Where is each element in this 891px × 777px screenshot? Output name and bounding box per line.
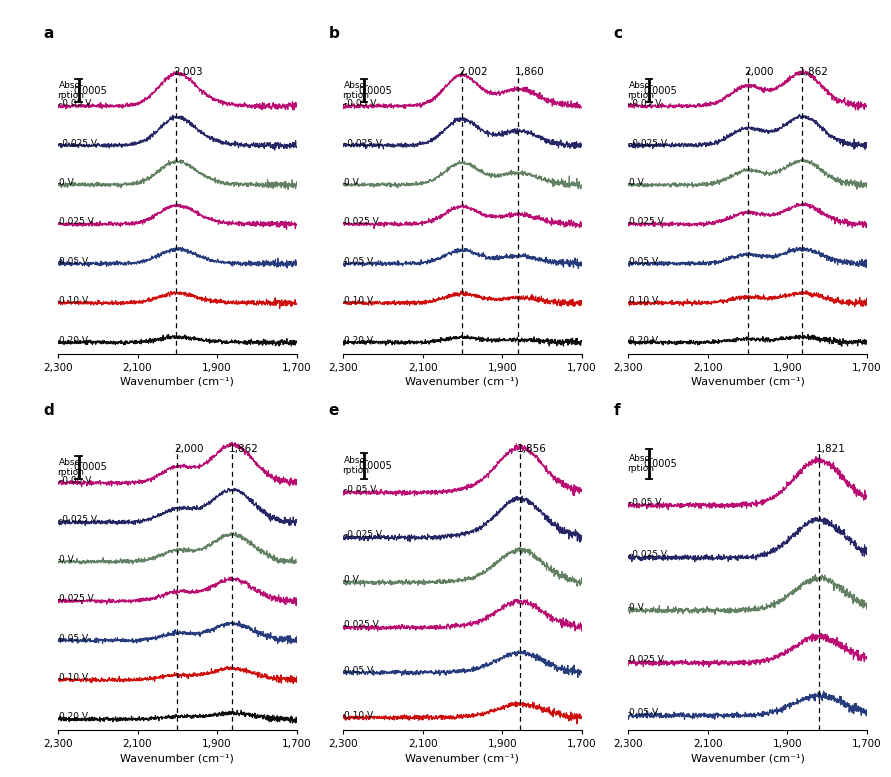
Text: a: a xyxy=(44,26,54,41)
Text: 2,002: 2,002 xyxy=(459,67,488,77)
Text: f: f xyxy=(614,403,620,418)
Text: 0.05 V: 0.05 V xyxy=(59,257,88,266)
Text: 0.10 V: 0.10 V xyxy=(59,296,88,305)
Text: 0.10 V: 0.10 V xyxy=(344,296,373,305)
Text: Abso-
rption: Abso- rption xyxy=(342,456,369,476)
Text: -0.025 V: -0.025 V xyxy=(344,138,382,148)
Text: 0.0005: 0.0005 xyxy=(643,458,677,469)
Text: 1,856: 1,856 xyxy=(517,444,546,454)
Text: 0.0005: 0.0005 xyxy=(643,85,677,96)
Text: 1,821: 1,821 xyxy=(815,444,846,454)
Text: 2,000: 2,000 xyxy=(744,67,774,77)
Text: e: e xyxy=(329,403,339,418)
Text: Abso-
rption: Abso- rption xyxy=(57,81,84,100)
Text: -0.025 V: -0.025 V xyxy=(59,515,97,524)
Text: -0.05 V: -0.05 V xyxy=(59,476,91,485)
Text: 0.10 V: 0.10 V xyxy=(344,710,373,720)
Text: -0.025 V: -0.025 V xyxy=(629,138,667,148)
Text: 0 V: 0 V xyxy=(59,555,73,564)
Text: Abso-
rption: Abso- rption xyxy=(627,455,654,473)
Text: 0.0005: 0.0005 xyxy=(358,461,392,471)
Text: 0 V: 0 V xyxy=(59,178,73,187)
X-axis label: Wavenumber (cm⁻¹): Wavenumber (cm⁻¹) xyxy=(120,377,234,387)
Text: 0.20 V: 0.20 V xyxy=(344,336,372,345)
Text: 0.05 V: 0.05 V xyxy=(629,708,658,717)
Text: 0.20 V: 0.20 V xyxy=(629,336,658,345)
Text: 1,862: 1,862 xyxy=(799,67,830,77)
Text: 0.025 V: 0.025 V xyxy=(344,218,379,226)
Text: 0.20 V: 0.20 V xyxy=(59,336,87,345)
Text: c: c xyxy=(614,26,623,41)
Text: Abso-
rption: Abso- rption xyxy=(342,81,369,100)
X-axis label: Wavenumber (cm⁻¹): Wavenumber (cm⁻¹) xyxy=(120,754,234,764)
Text: -0.025 V: -0.025 V xyxy=(59,138,97,148)
Text: b: b xyxy=(329,26,339,41)
Text: -0.05 V: -0.05 V xyxy=(344,99,376,108)
Text: -0.025 V: -0.025 V xyxy=(629,550,667,559)
Text: 0.05 V: 0.05 V xyxy=(59,634,88,643)
Text: -0.05 V: -0.05 V xyxy=(629,498,661,507)
Text: 0.025 V: 0.025 V xyxy=(629,656,664,664)
Text: -0.05 V: -0.05 V xyxy=(629,99,661,108)
Text: d: d xyxy=(44,403,54,418)
Text: 0 V: 0 V xyxy=(344,178,358,187)
Text: 0.10 V: 0.10 V xyxy=(629,296,658,305)
Text: 1,862: 1,862 xyxy=(229,444,259,454)
Text: 0.025 V: 0.025 V xyxy=(344,621,379,629)
Text: Abso-
rption: Abso- rption xyxy=(627,81,654,100)
Text: -0.025 V: -0.025 V xyxy=(344,531,382,539)
X-axis label: Wavenumber (cm⁻¹): Wavenumber (cm⁻¹) xyxy=(691,377,805,387)
X-axis label: Wavenumber (cm⁻¹): Wavenumber (cm⁻¹) xyxy=(405,754,519,764)
Text: -0.05 V: -0.05 V xyxy=(344,486,376,494)
Text: 1,860: 1,860 xyxy=(515,67,544,77)
Text: 2,003: 2,003 xyxy=(173,67,202,77)
Text: 0.0005: 0.0005 xyxy=(73,462,107,472)
Text: 0 V: 0 V xyxy=(629,603,643,611)
Text: 0.0005: 0.0005 xyxy=(73,85,107,96)
Text: 2,000: 2,000 xyxy=(174,444,204,454)
Text: 0.025 V: 0.025 V xyxy=(59,218,94,226)
Text: 0 V: 0 V xyxy=(344,576,358,584)
Text: 0.05 V: 0.05 V xyxy=(344,257,373,266)
Text: 0.025 V: 0.025 V xyxy=(59,594,94,603)
Text: 0.05 V: 0.05 V xyxy=(629,257,658,266)
Text: -0.05 V: -0.05 V xyxy=(59,99,91,108)
Text: Abso-
rption: Abso- rption xyxy=(57,458,84,477)
X-axis label: Wavenumber (cm⁻¹): Wavenumber (cm⁻¹) xyxy=(691,754,805,764)
Text: 0.0005: 0.0005 xyxy=(358,85,392,96)
Text: 0.10 V: 0.10 V xyxy=(59,673,88,682)
Text: 0 V: 0 V xyxy=(629,178,643,187)
X-axis label: Wavenumber (cm⁻¹): Wavenumber (cm⁻¹) xyxy=(405,377,519,387)
Text: 0.05 V: 0.05 V xyxy=(344,666,373,674)
Text: 0.20 V: 0.20 V xyxy=(59,713,87,722)
Text: 0.025 V: 0.025 V xyxy=(629,218,664,226)
